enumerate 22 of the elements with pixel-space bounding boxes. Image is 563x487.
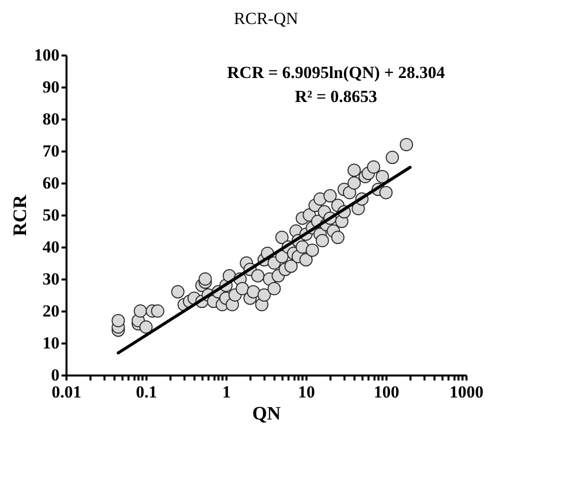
- y-tick-label: 10: [42, 334, 60, 352]
- x-tick-label: 1: [222, 382, 231, 402]
- y-tick-label: 100: [34, 46, 60, 64]
- y-tick-label: 70: [42, 142, 60, 160]
- y-tick-label: 30: [42, 270, 60, 288]
- y-tick-label: 90: [42, 78, 60, 96]
- y-tick-label: 60: [42, 174, 60, 192]
- y-tick-label: 20: [42, 302, 60, 320]
- annotation: R² = 0.8653: [294, 87, 378, 106]
- y-tick-label: 40: [42, 238, 60, 256]
- x-tick-label: 1000: [450, 382, 484, 402]
- chart-title: RCR-QN: [234, 9, 298, 28]
- x-axis-title: QN: [252, 404, 282, 424]
- y-axis-title: RCR: [10, 194, 31, 236]
- y-tick-label: 80: [42, 110, 60, 128]
- x-tick-label: 0.01: [52, 382, 82, 402]
- y-tick-label: 0: [51, 366, 60, 384]
- x-tick-label: 100: [374, 382, 400, 402]
- annotation: RCR = 6.9095ln(QN) + 28.304: [227, 63, 446, 82]
- y-tick-label: 50: [42, 206, 60, 224]
- x-tick-label: 0.1: [136, 382, 158, 402]
- x-tick-label: 10: [298, 382, 315, 402]
